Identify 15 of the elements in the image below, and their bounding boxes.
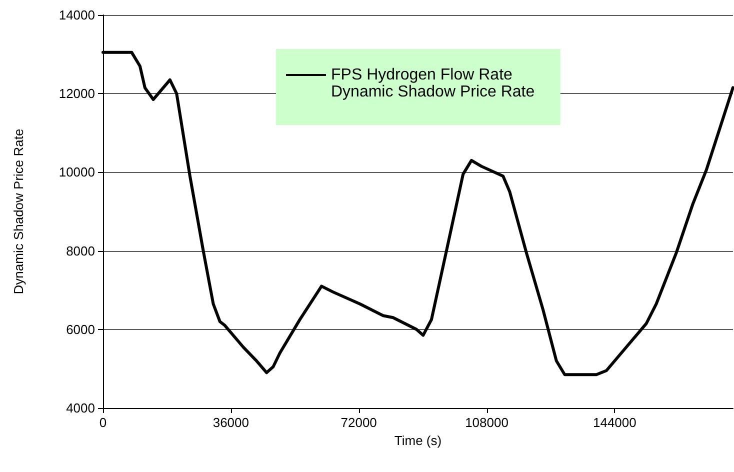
- y-tick-label: 6000: [66, 322, 95, 337]
- y-tick-label: 4000: [66, 400, 95, 416]
- y-tick-label: 8000: [66, 243, 95, 258]
- y-tick-label: 12000: [58, 86, 95, 102]
- y-tick-label: 10000: [58, 164, 95, 180]
- x-tick-label: 0: [99, 415, 107, 430]
- x-tick-label: 36000: [212, 415, 249, 430]
- legend-label: FPS Hydrogen Flow Rate: [331, 66, 513, 84]
- x-tick-label: 144000: [592, 415, 636, 430]
- x-tick-label: 72000: [340, 415, 377, 430]
- x-axis-title: Time (s): [394, 432, 442, 448]
- y-axis-title: Dynamic Shadow Price Rate: [11, 128, 26, 294]
- x-tick-label: 108000: [465, 415, 508, 430]
- y-tick-label: 14000: [58, 8, 95, 22]
- annotation: Dynamic Shadow Price Rate: [331, 84, 535, 100]
